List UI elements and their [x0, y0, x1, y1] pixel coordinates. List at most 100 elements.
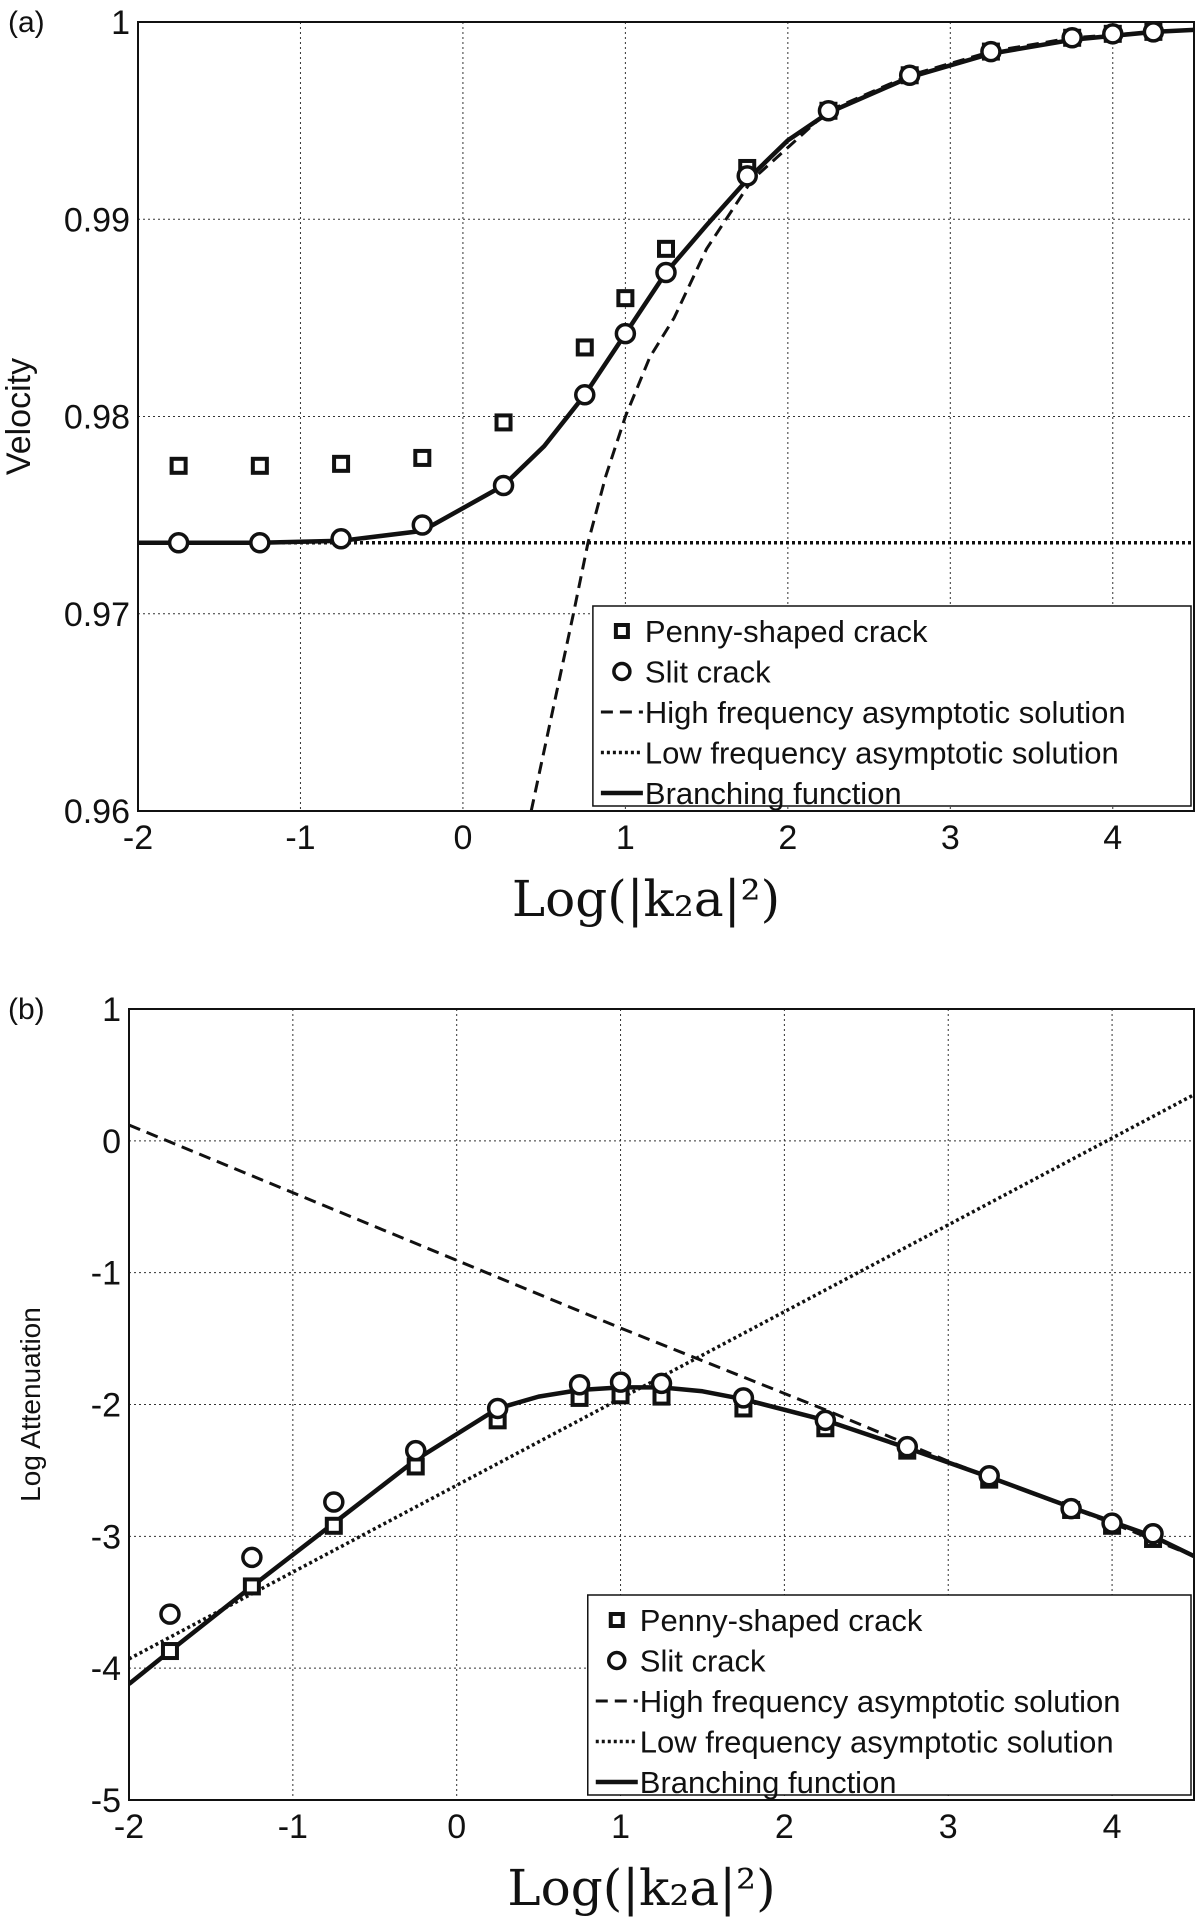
legend-label: Penny-shaped crack	[640, 1603, 923, 1638]
slit-crack-marker	[492, 474, 515, 497]
legend-label: Branching function	[640, 1765, 897, 1800]
slit-crack-marker	[1061, 27, 1083, 49]
legend-label: Branching function	[645, 776, 902, 811]
penny-crack-marker	[406, 1457, 425, 1476]
slit-crack-marker	[980, 40, 1002, 63]
legend-label: Low frequency asymptotic solution	[640, 1725, 1114, 1760]
legend-label: Slit crack	[640, 1644, 766, 1679]
y-tick-label: 0.96	[64, 793, 130, 831]
y-tick-label: 1	[111, 4, 130, 42]
legend-label: Slit crack	[645, 655, 771, 690]
panel-b: -2 -1 0 1 2 3 4 -5 -4 -3 -2 -1 0 1 (b) Log(|k₂a|²) Log A…	[8, 991, 1195, 1917]
legend-label: Low frequency asymptotic solution	[645, 736, 1119, 771]
penny-crack-marker	[324, 1516, 343, 1535]
panel-a: -2 -1 0 1 2 3 4 0.96 0.97 0.98 0.99 1 (a) Log(|k₂a|²)…	[0, 4, 1195, 928]
slit-crack-marker	[614, 322, 637, 345]
slit-crack-marker	[896, 1435, 919, 1458]
x-tick-label: 3	[941, 819, 960, 857]
y-axis-label: Log Attenuation	[15, 1307, 46, 1502]
legend-square-icon	[608, 1612, 625, 1628]
slit-crack-marker	[609, 1371, 632, 1393]
x-tick-label: 2	[778, 819, 797, 857]
legend-box	[592, 605, 1192, 807]
y-tick-label: -2	[91, 1387, 121, 1425]
x-tick-label: 2	[775, 1808, 794, 1846]
slit-crack-marker	[814, 1409, 837, 1432]
y-tick-label: -3	[91, 1518, 121, 1556]
legend-box	[587, 1594, 1192, 1796]
x-tick-label: 1	[616, 819, 635, 857]
y-tick-label: -1	[91, 1255, 121, 1293]
solid-line-series	[129, 1385, 1194, 1686]
penny-crack-marker	[657, 239, 675, 258]
slit-crack-marker	[898, 64, 921, 87]
legend: Penny-shaped crack Slit crack High frequen…	[587, 1594, 1192, 1800]
y-tick-label: 0.99	[64, 201, 130, 239]
legend-label: High frequency asymptotic solution	[645, 695, 1126, 730]
legend-label: High frequency asymptotic solution	[640, 1684, 1121, 1719]
penny-crack-marker	[413, 448, 432, 467]
penny-crack-marker	[169, 456, 188, 475]
slit-crack-marker	[323, 1491, 345, 1513]
slit-crack-marker	[655, 261, 677, 284]
x-tick-label: -1	[278, 1808, 308, 1846]
slit-crack-marker	[1142, 1522, 1164, 1545]
slit-crack-marker	[574, 384, 596, 406]
slit-crack-marker	[736, 165, 758, 187]
slit-crack-marker	[249, 531, 271, 554]
y-axis-label: Velocity	[0, 358, 38, 475]
x-tick-label: 0	[453, 819, 472, 857]
penny-crack-marker	[250, 456, 269, 475]
slit-crack-marker	[1101, 1512, 1123, 1534]
penny-crack-marker	[160, 1642, 179, 1661]
axes-frame	[128, 1008, 1195, 1801]
penny-crack-marker	[494, 413, 513, 432]
x-tick-label: 3	[939, 1808, 958, 1846]
panel-label: (b)	[8, 993, 45, 1026]
slit-crack-marker	[978, 1464, 1000, 1487]
x-axis-label: Log(|k₂a|²)	[512, 870, 780, 928]
slit-crack-marker	[159, 1603, 181, 1625]
penny-crack-marker	[332, 454, 351, 473]
x-tick-label: 0	[447, 1808, 466, 1846]
slit-crack-marker	[241, 1546, 263, 1569]
x-tick-label: 4	[1103, 819, 1122, 857]
plot-area	[138, 22, 1194, 811]
y-tick-label: 1	[102, 991, 121, 1029]
plot-area	[129, 1093, 1194, 1686]
legend-square-icon	[613, 623, 630, 639]
legend-circle-icon	[612, 661, 632, 682]
x-axis-label: Log(|k₂a|²)	[507, 1859, 775, 1917]
slit-crack-marker	[404, 1439, 427, 1462]
x-tick-label: 1	[611, 1808, 630, 1846]
slit-crack-marker	[486, 1397, 509, 1420]
penny-crack-marker	[616, 289, 635, 308]
y-tick-label: -4	[91, 1650, 121, 1688]
slit-crack-marker	[1102, 23, 1124, 45]
slit-crack-marker	[167, 531, 190, 554]
legend: Penny-shaped crack Slit crack High frequen…	[592, 605, 1192, 811]
x-tick-label: 4	[1103, 1808, 1122, 1846]
axes-frame	[137, 21, 1195, 812]
slit-crack-marker	[411, 514, 434, 536]
y-tick-label: 0.97	[64, 596, 130, 634]
slit-crack-marker	[732, 1387, 755, 1409]
slit-crack-marker	[650, 1372, 673, 1395]
solid-line-series	[138, 27, 1194, 545]
x-tick-label: -1	[285, 819, 315, 857]
slit-crack-marker	[330, 528, 352, 550]
y-tick-label: 0	[102, 1123, 121, 1161]
y-tick-label: -5	[91, 1782, 121, 1820]
x-tick-label: -2	[114, 1808, 144, 1846]
y-tick-label: 0.98	[64, 399, 130, 437]
panel-label: (a)	[8, 6, 45, 39]
slit-crack-marker	[817, 100, 840, 122]
slit-crack-marker	[1060, 1497, 1082, 1520]
slit-crack-marker	[568, 1373, 591, 1396]
legend-circle-icon	[607, 1650, 627, 1671]
legend-label: Penny-shaped crack	[645, 614, 928, 649]
slit-crack-marker	[1142, 22, 1165, 43]
penny-crack-marker	[575, 338, 594, 357]
penny-crack-marker	[242, 1577, 261, 1596]
